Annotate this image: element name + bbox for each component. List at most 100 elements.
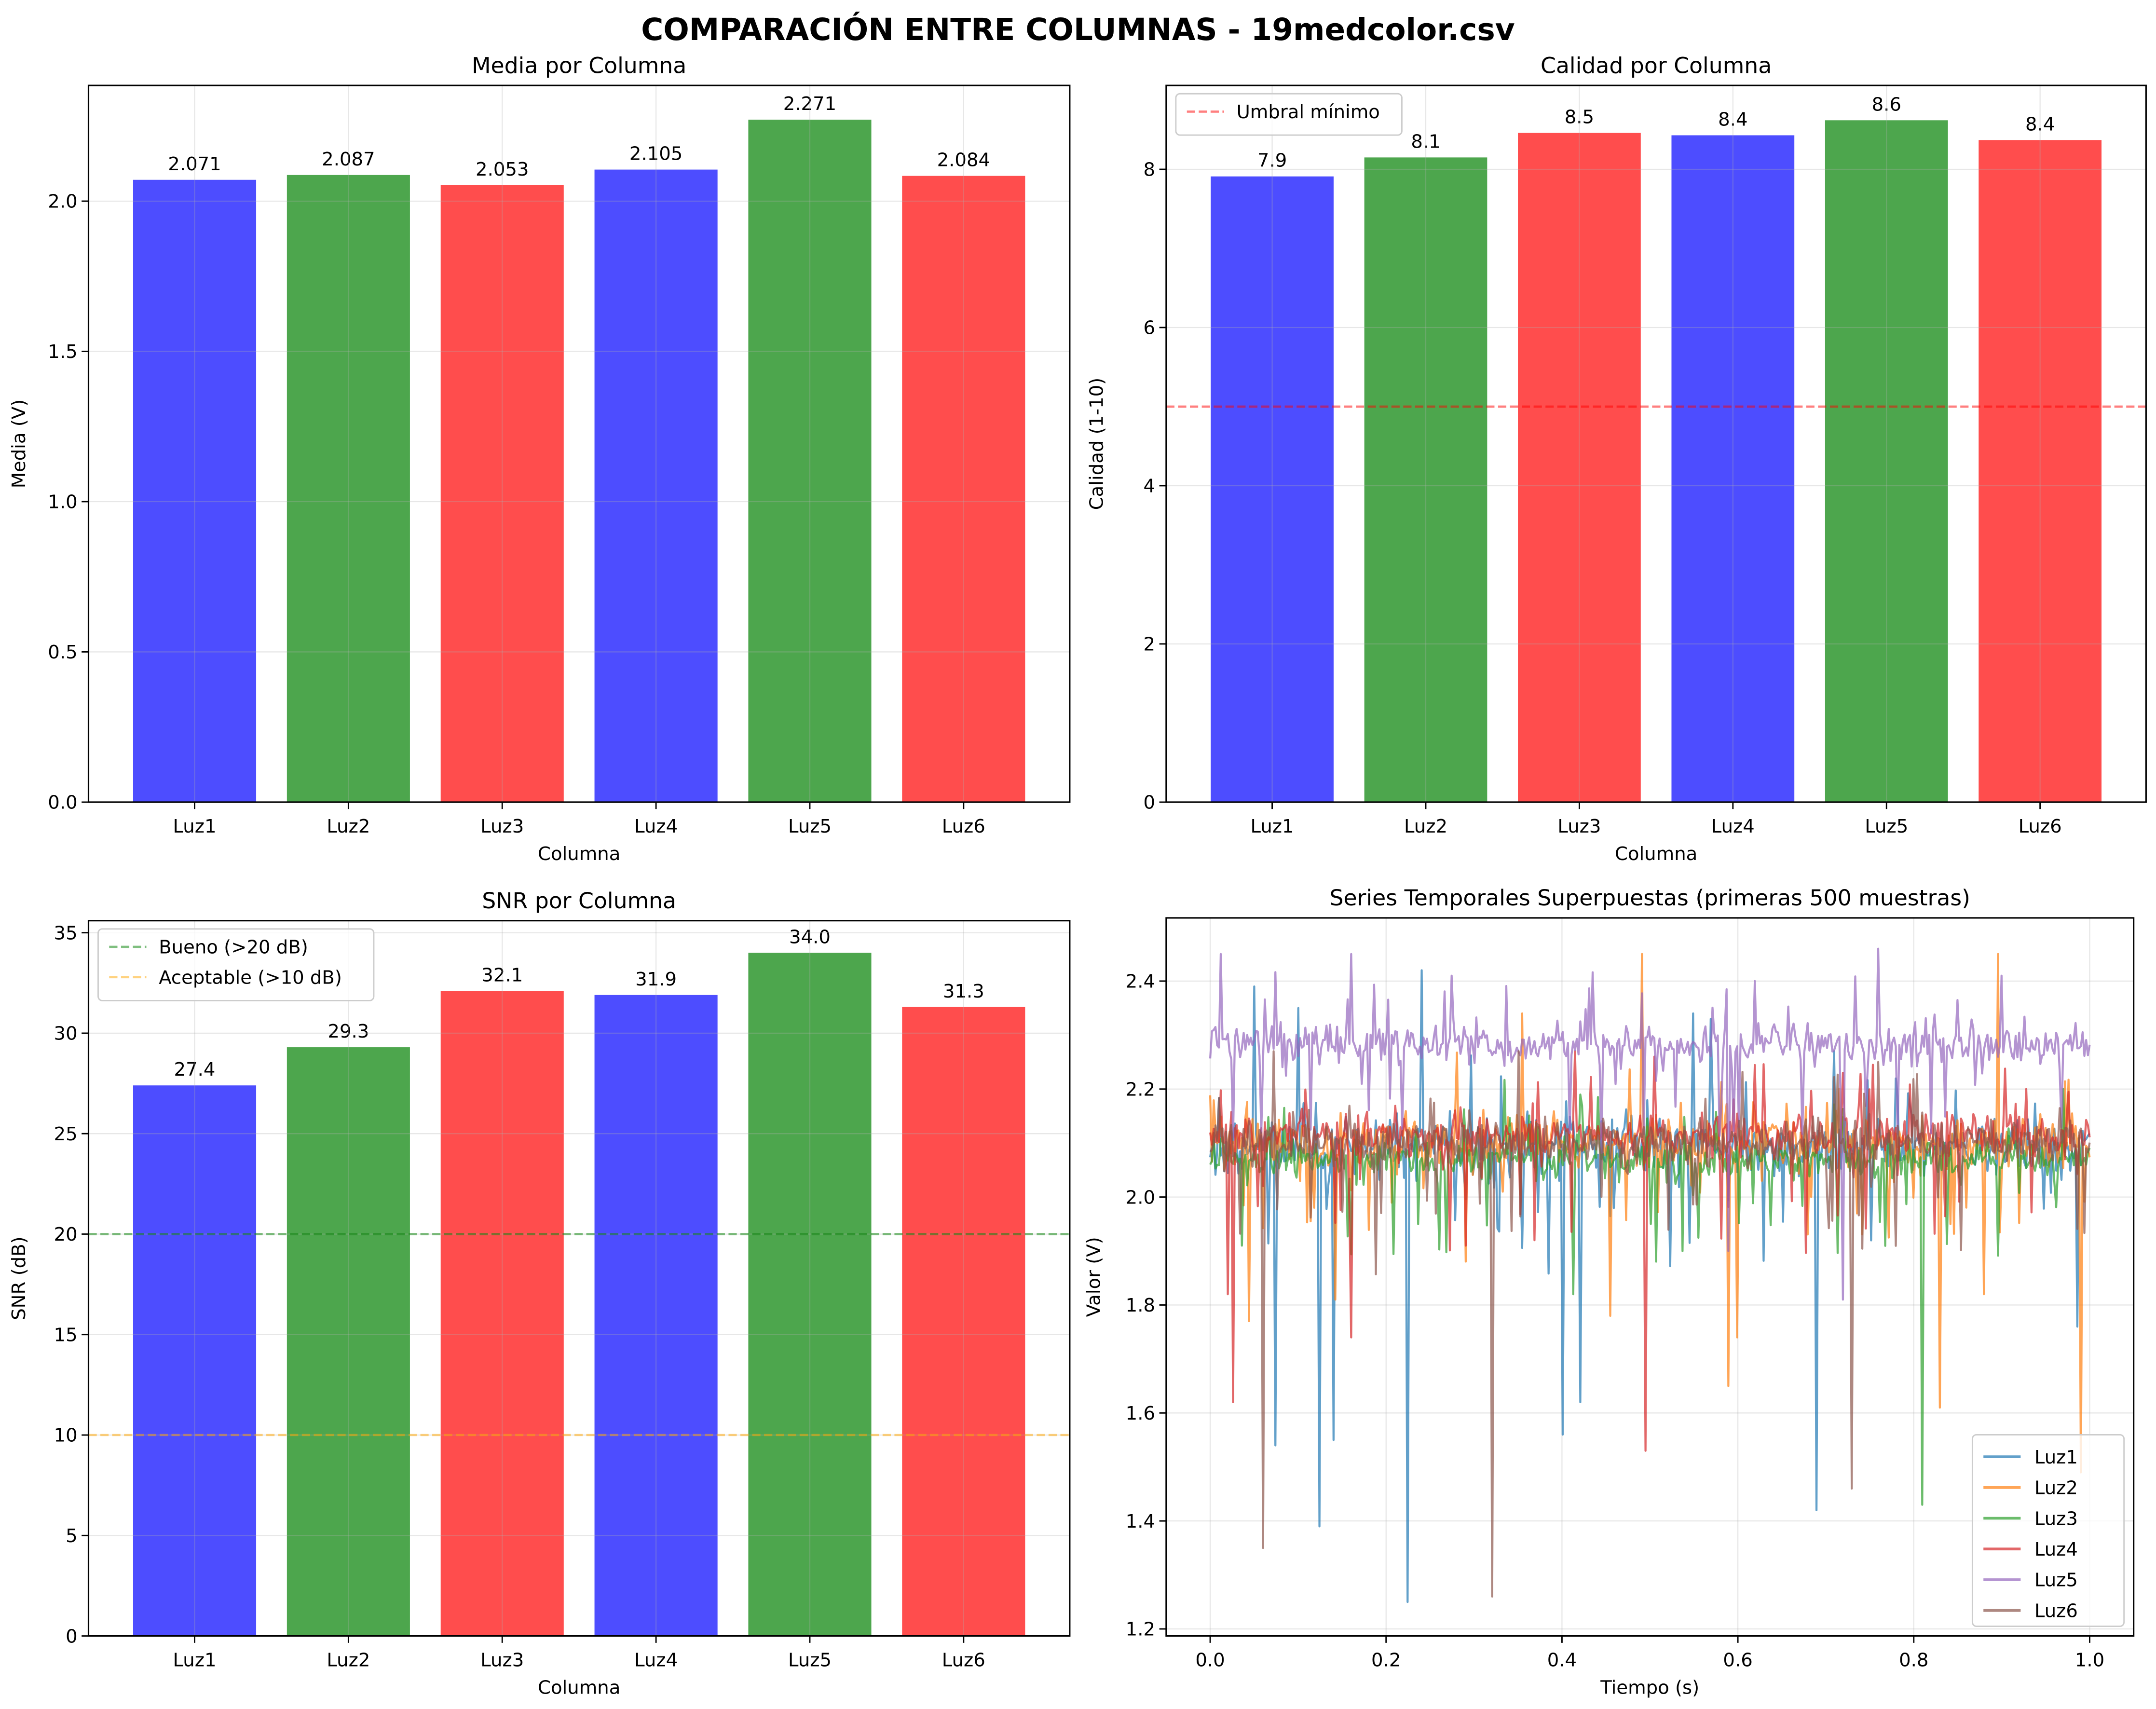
x-tick-label: 0.6 (1723, 1649, 1752, 1671)
x-tick-label: Luz1 (173, 816, 216, 837)
bar-luz4 (594, 995, 718, 1636)
legend-box (1175, 93, 1403, 136)
subplot-4: Luz1 Luz2 Luz3 Luz4 Luz5 Luz6 1.2 1.4 1.6 1.8 2.0 2… (1083, 885, 2135, 1699)
y-tick-label: 1.5 (48, 341, 77, 363)
axes-frame (1165, 84, 2147, 803)
x-tick-label: 1.0 (2075, 1649, 2104, 1671)
y-axis-label: Media (V) (8, 399, 30, 489)
bar-value-label: 8.4 (2025, 113, 2055, 135)
y-axis-label: SNR (dB) (8, 1236, 30, 1320)
y-tick-label: 10 (54, 1425, 78, 1447)
x-tick-label: Luz4 (634, 1649, 678, 1671)
legend: Bueno (>20 dB) Aceptable (>10 dB) (97, 928, 375, 1001)
x-tick-label: Luz2 (1404, 816, 1447, 837)
bar-value-label: 31.3 (943, 981, 984, 1002)
legend-label: Luz3 (2034, 1508, 2078, 1530)
y-tick-label: 1.6 (1126, 1403, 1155, 1424)
x-tick-label: Luz2 (327, 1649, 370, 1671)
y-tick-label: 1.8 (1126, 1295, 1155, 1316)
axes-frame (87, 920, 1071, 1637)
x-tick-label: 0.8 (1899, 1649, 1928, 1671)
x-axis-label: Columna (538, 843, 620, 865)
legend-label: Luz2 (2034, 1477, 2078, 1499)
axes-frame (87, 84, 1071, 803)
y-tick-label: 2 (1143, 634, 1155, 656)
bar-value-label: 2.271 (783, 93, 836, 115)
bar-value-label: 2.084 (937, 150, 990, 171)
x-tick-label: Luz2 (327, 816, 370, 837)
y-tick-label: 20 (54, 1224, 78, 1245)
bar-value-label: 2.087 (322, 149, 375, 170)
bar-luz4 (1671, 135, 1795, 802)
x-tick-label: 0.0 (1195, 1649, 1225, 1671)
bar-value-label: 8.6 (1872, 94, 1901, 115)
bar-luz2 (1364, 157, 1487, 802)
bar-luz5 (748, 120, 872, 802)
y-tick-label: 0.5 (48, 642, 77, 663)
legend-label: Bueno (>20 dB) (159, 937, 308, 958)
subplot-2: 7.9 8.1 8.5 8.4 8.6 8.4 Umbral mínimo 0 2 4 6 8 Luz1… (1086, 53, 2147, 865)
x-tick-label: Luz3 (480, 1649, 524, 1671)
x-tick-label: Luz3 (1557, 816, 1601, 837)
y-tick-label: 0 (1143, 792, 1155, 814)
bar-luz3 (440, 185, 564, 802)
bar-luz6 (902, 1007, 1025, 1636)
legend: Umbral mínimo (1175, 93, 1403, 136)
y-tick-label: 30 (54, 1023, 78, 1045)
x-tick-label: Luz5 (1865, 816, 1908, 837)
x-tick-label: Luz6 (942, 816, 985, 837)
series-line-luz6 (1209, 1050, 2091, 1598)
y-tick-label: 6 (1143, 317, 1155, 339)
bar-luz1 (133, 1085, 257, 1636)
y-tick-label: 1.4 (1126, 1511, 1155, 1532)
bar-value-label: 27.4 (174, 1059, 216, 1080)
legend-label: Luz1 (2034, 1447, 2078, 1468)
x-tick-label: Luz4 (634, 816, 678, 837)
legend-label: Luz4 (2034, 1539, 2078, 1560)
bar-luz4 (594, 169, 718, 802)
x-tick-label: Luz1 (173, 1649, 216, 1671)
bar-value-label: 8.5 (1565, 107, 1594, 128)
y-axis-label: Valor (V) (1083, 1237, 1105, 1317)
series-line-luz5 (1209, 947, 2091, 1301)
y-tick-label: 4 (1143, 476, 1155, 497)
bar-value-label: 2.105 (629, 143, 682, 165)
axes-title: Media por Columna (472, 53, 686, 78)
y-tick-label: 2.0 (1126, 1187, 1155, 1208)
subplot-1: 2.071 2.087 2.053 2.105 2.271 2.084 0.0 0.5 1.0 1… (8, 53, 1071, 865)
bar-luz6 (1979, 140, 2102, 802)
legend-box (97, 928, 375, 1001)
bar-luz3 (440, 991, 564, 1636)
y-tick-label: 25 (54, 1123, 78, 1145)
y-tick-label: 1.2 (1126, 1619, 1155, 1641)
bar-luz2 (287, 175, 410, 802)
legend-label: Luz6 (2034, 1600, 2078, 1622)
bar-value-label: 2.071 (168, 153, 221, 175)
x-tick-label: Luz5 (788, 1649, 832, 1671)
x-tick-label: Luz4 (1711, 816, 1755, 837)
x-tick-label: Luz3 (480, 816, 524, 837)
subplot-3: 27.4 29.3 32.1 31.9 34.0 31.3 Bueno (>20 dB) Ac… (8, 888, 1071, 1699)
bar-value-label: 31.9 (635, 969, 677, 990)
y-tick-label: 2.4 (1126, 971, 1155, 993)
x-tick-label: Luz6 (2019, 816, 2062, 837)
figure-suptitle: COMPARACIÓN ENTRE COLUMNAS - 19medcolor.… (641, 12, 1515, 47)
bar-value-label: 7.9 (1257, 150, 1287, 172)
legend-label: Umbral mínimo (1237, 101, 1380, 123)
bar-luz5 (1825, 120, 1948, 802)
y-tick-label: 1.0 (48, 492, 77, 513)
bar-luz5 (748, 953, 872, 1636)
bar-luz1 (1211, 176, 1334, 802)
bar-value-label: 8.4 (1718, 109, 1747, 130)
bar-luz3 (1518, 133, 1641, 802)
bar-luz1 (133, 179, 257, 802)
y-tick-label: 5 (66, 1525, 78, 1547)
axes-title: Series Temporales Superpuestas (primeras… (1330, 885, 1971, 911)
y-tick-label: 35 (54, 922, 78, 944)
x-tick-label: Luz1 (1251, 816, 1294, 837)
y-tick-label: 2.0 (48, 191, 77, 213)
y-tick-label: 2.2 (1126, 1079, 1155, 1100)
y-tick-label: 8 (1143, 159, 1155, 181)
x-axis-label: Columna (538, 1677, 620, 1699)
